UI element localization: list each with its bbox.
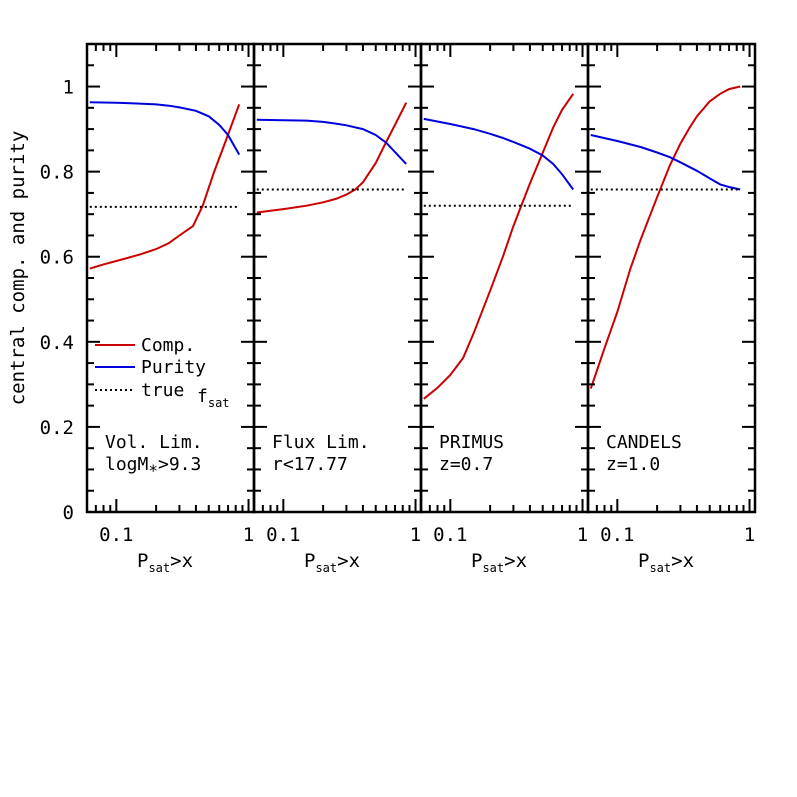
legend-fsat-label: fsat — [197, 386, 230, 410]
x-axis-title: Psat>x — [471, 550, 527, 575]
x-tick-label: 1 — [243, 524, 254, 546]
panel-annotation: Flux Lim. — [272, 432, 370, 453]
panel-annotation: logM*>9.3 — [105, 454, 201, 480]
y-tick-label: 0 — [63, 502, 74, 524]
panel-annotation: PRIMUS — [439, 432, 504, 453]
x-axis-title: Psat>x — [638, 550, 694, 575]
plot-layer: 0.1 1 Psat>x Vol. Lim.logM*>9.3 0 0.2 0.4 0.6 0.… — [7, 42, 757, 575]
x-axis-title: Psat>x — [137, 550, 193, 575]
series-purity-line — [256, 118, 407, 165]
series-comp-line — [589, 85, 741, 389]
y-tick-label: 0.4 — [40, 332, 74, 354]
y-tick-label: 1 — [63, 77, 74, 99]
legend-label: Comp. — [141, 335, 195, 356]
series-purity-line — [89, 101, 241, 156]
panel-1: 0.1 1 Psat>x Vol. Lim.logM*>9.3 0 0.2 0.4 0.6 0.… — [7, 42, 256, 575]
legend-label: Purity — [141, 357, 206, 378]
x-tick-label: 0.1 — [433, 524, 467, 546]
y-axis-title: central comp. and purity — [7, 131, 29, 406]
panel-annotation: Vol. Lim. — [105, 432, 203, 453]
y-tick-label: 0.2 — [40, 417, 74, 439]
x-tick-label: 0.1 — [266, 524, 300, 546]
y-tick-label: 0.8 — [40, 162, 74, 184]
panel-2: 0.1 1 Psat>x Flux Lim.r<17.77 — [252, 42, 423, 575]
x-tick-label: 1 — [744, 524, 755, 546]
panel-annotation: z=1.0 — [606, 454, 660, 475]
x-tick-label: 0.1 — [99, 524, 133, 546]
legend-label: true — [141, 380, 184, 401]
series-comp-line — [256, 102, 408, 214]
x-axis-title: Psat>x — [304, 550, 360, 575]
y-tick-label: 0.6 — [40, 247, 74, 269]
series-comp-line — [423, 93, 575, 400]
panel-annotation: CANDELS — [606, 432, 682, 453]
panel-frame — [586, 42, 757, 514]
x-tick-label: 0.1 — [600, 524, 634, 546]
x-tick-label: 1 — [577, 524, 588, 546]
series-purity-line — [590, 134, 741, 191]
panel-annotation: r<17.77 — [272, 454, 348, 475]
series-comp-line — [89, 104, 241, 270]
series-purity-line — [423, 117, 575, 191]
panel-annotation: z=0.7 — [439, 454, 493, 475]
x-tick-label: 1 — [410, 524, 421, 546]
